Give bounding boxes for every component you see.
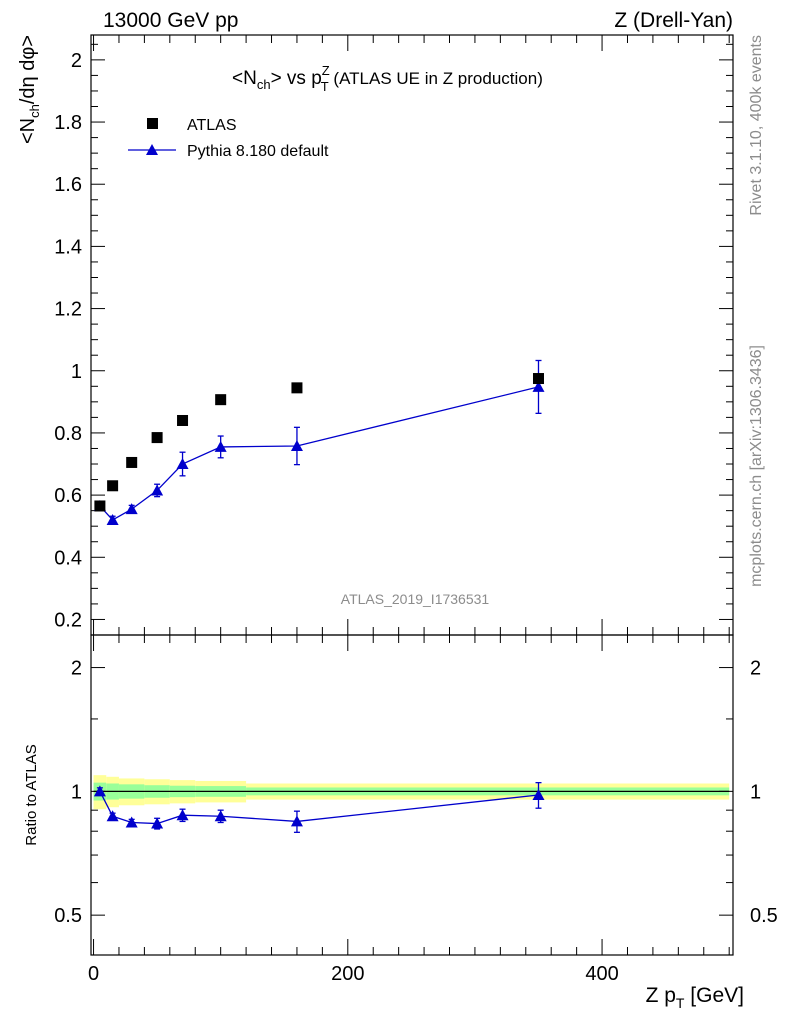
atlas-point bbox=[94, 500, 106, 512]
y-tick-label: 0.2 bbox=[54, 609, 82, 631]
ratio-band bbox=[93, 775, 730, 810]
legend-atlas-marker bbox=[147, 118, 158, 129]
x-tick-label: 0 bbox=[88, 963, 99, 985]
y-tick-label: 1 bbox=[71, 781, 82, 803]
legend-atlas-label: ATLAS bbox=[187, 117, 237, 134]
pythia-point bbox=[214, 440, 227, 452]
ratio-point bbox=[125, 816, 138, 828]
y-tick-label: 0.8 bbox=[54, 423, 82, 445]
pythia-point bbox=[532, 380, 545, 392]
y-tick-label: 1.6 bbox=[54, 174, 82, 196]
ratio-y-label: Ratio to ATLAS bbox=[23, 744, 40, 845]
header-left: 13000 GeV pp bbox=[103, 9, 238, 32]
legend-pythia-label: Pythia 8.180 default bbox=[187, 143, 329, 160]
pythia-point bbox=[106, 513, 119, 525]
y-tick-label-right: 1 bbox=[750, 781, 761, 803]
y-tick-label: 2 bbox=[71, 658, 82, 680]
y-tick-label: 0.5 bbox=[54, 905, 82, 927]
y-tick-label: 0.6 bbox=[54, 485, 82, 507]
legend: ATLAS Pythia 8.180 default bbox=[128, 117, 329, 160]
pythia-point bbox=[125, 503, 138, 515]
ratio-point bbox=[532, 788, 545, 800]
ratio-series bbox=[93, 781, 545, 833]
y-tick-label: 1.8 bbox=[54, 112, 82, 134]
ratio-point bbox=[214, 810, 227, 822]
main-y-axis: 0.2 0.4 0.6 0.8 1 1.2 1.4 1.6 1.8 2 bbox=[54, 43, 733, 636]
y-tick-label: 2 bbox=[71, 50, 82, 72]
atlas-point bbox=[126, 456, 138, 468]
header-right: Z (Drell-Yan) bbox=[614, 9, 733, 32]
y-tick-label-right: 0.5 bbox=[750, 905, 778, 927]
ratio-point bbox=[151, 817, 164, 829]
ratio-x-axis: 0 200 400 bbox=[88, 635, 730, 985]
main-panel: 0.2 0.4 0.6 0.8 1 1.2 1.4 1.6 1.8 2 <Nch/dη dφ> <… bbox=[17, 34, 734, 636]
atlas-point bbox=[151, 432, 163, 444]
ratio-x-label: Z pT [GeV] bbox=[646, 984, 744, 1011]
x-tick-label: 400 bbox=[585, 963, 618, 985]
atlas-point bbox=[532, 373, 544, 385]
atlas-point bbox=[215, 394, 227, 406]
y-tick-label: 1.4 bbox=[54, 236, 82, 258]
main-y-label: <Nch/dη dφ> bbox=[17, 35, 42, 144]
main-series bbox=[93, 359, 545, 525]
atlas-point bbox=[291, 382, 303, 394]
main-x-ticks bbox=[93, 35, 730, 635]
mcplots-label: mcplots.cern.ch [arXiv:1306.3436] bbox=[748, 345, 765, 587]
rivet-label: Rivet 3.1.10, 400k events bbox=[748, 35, 765, 216]
pythia-point bbox=[176, 458, 189, 470]
ratio-point bbox=[106, 810, 119, 822]
y-tick-label: 0.4 bbox=[54, 547, 82, 569]
plot-title: <Nch> vs pZ T (ATLAS UE in Z production) bbox=[232, 63, 543, 94]
legend-pythia-marker bbox=[146, 144, 158, 155]
analysis-id: ATLAS_2019_I1736531 bbox=[341, 591, 490, 607]
pythia-point bbox=[290, 439, 303, 451]
pythia-line bbox=[99, 386, 539, 521]
ratio-y-axis: 0.5 0.5 1 1 2 2 bbox=[54, 658, 778, 928]
ratio-frame bbox=[90, 634, 734, 956]
y-tick-label: 1 bbox=[71, 361, 82, 383]
x-tick-label: 200 bbox=[331, 963, 364, 985]
y-tick-label: 1.2 bbox=[54, 299, 82, 321]
y-tick-label-right: 2 bbox=[750, 658, 761, 680]
atlas-point bbox=[107, 480, 119, 492]
ratio-panel: 0.5 0.5 1 1 2 2 0 200 400 Ratio to ATLAS Z pT [… bbox=[23, 634, 778, 1011]
ratio-point bbox=[93, 785, 106, 797]
pythia-point bbox=[151, 484, 164, 496]
ratio-point bbox=[290, 815, 303, 827]
atlas-point bbox=[177, 414, 189, 426]
ratio-point bbox=[176, 809, 189, 821]
